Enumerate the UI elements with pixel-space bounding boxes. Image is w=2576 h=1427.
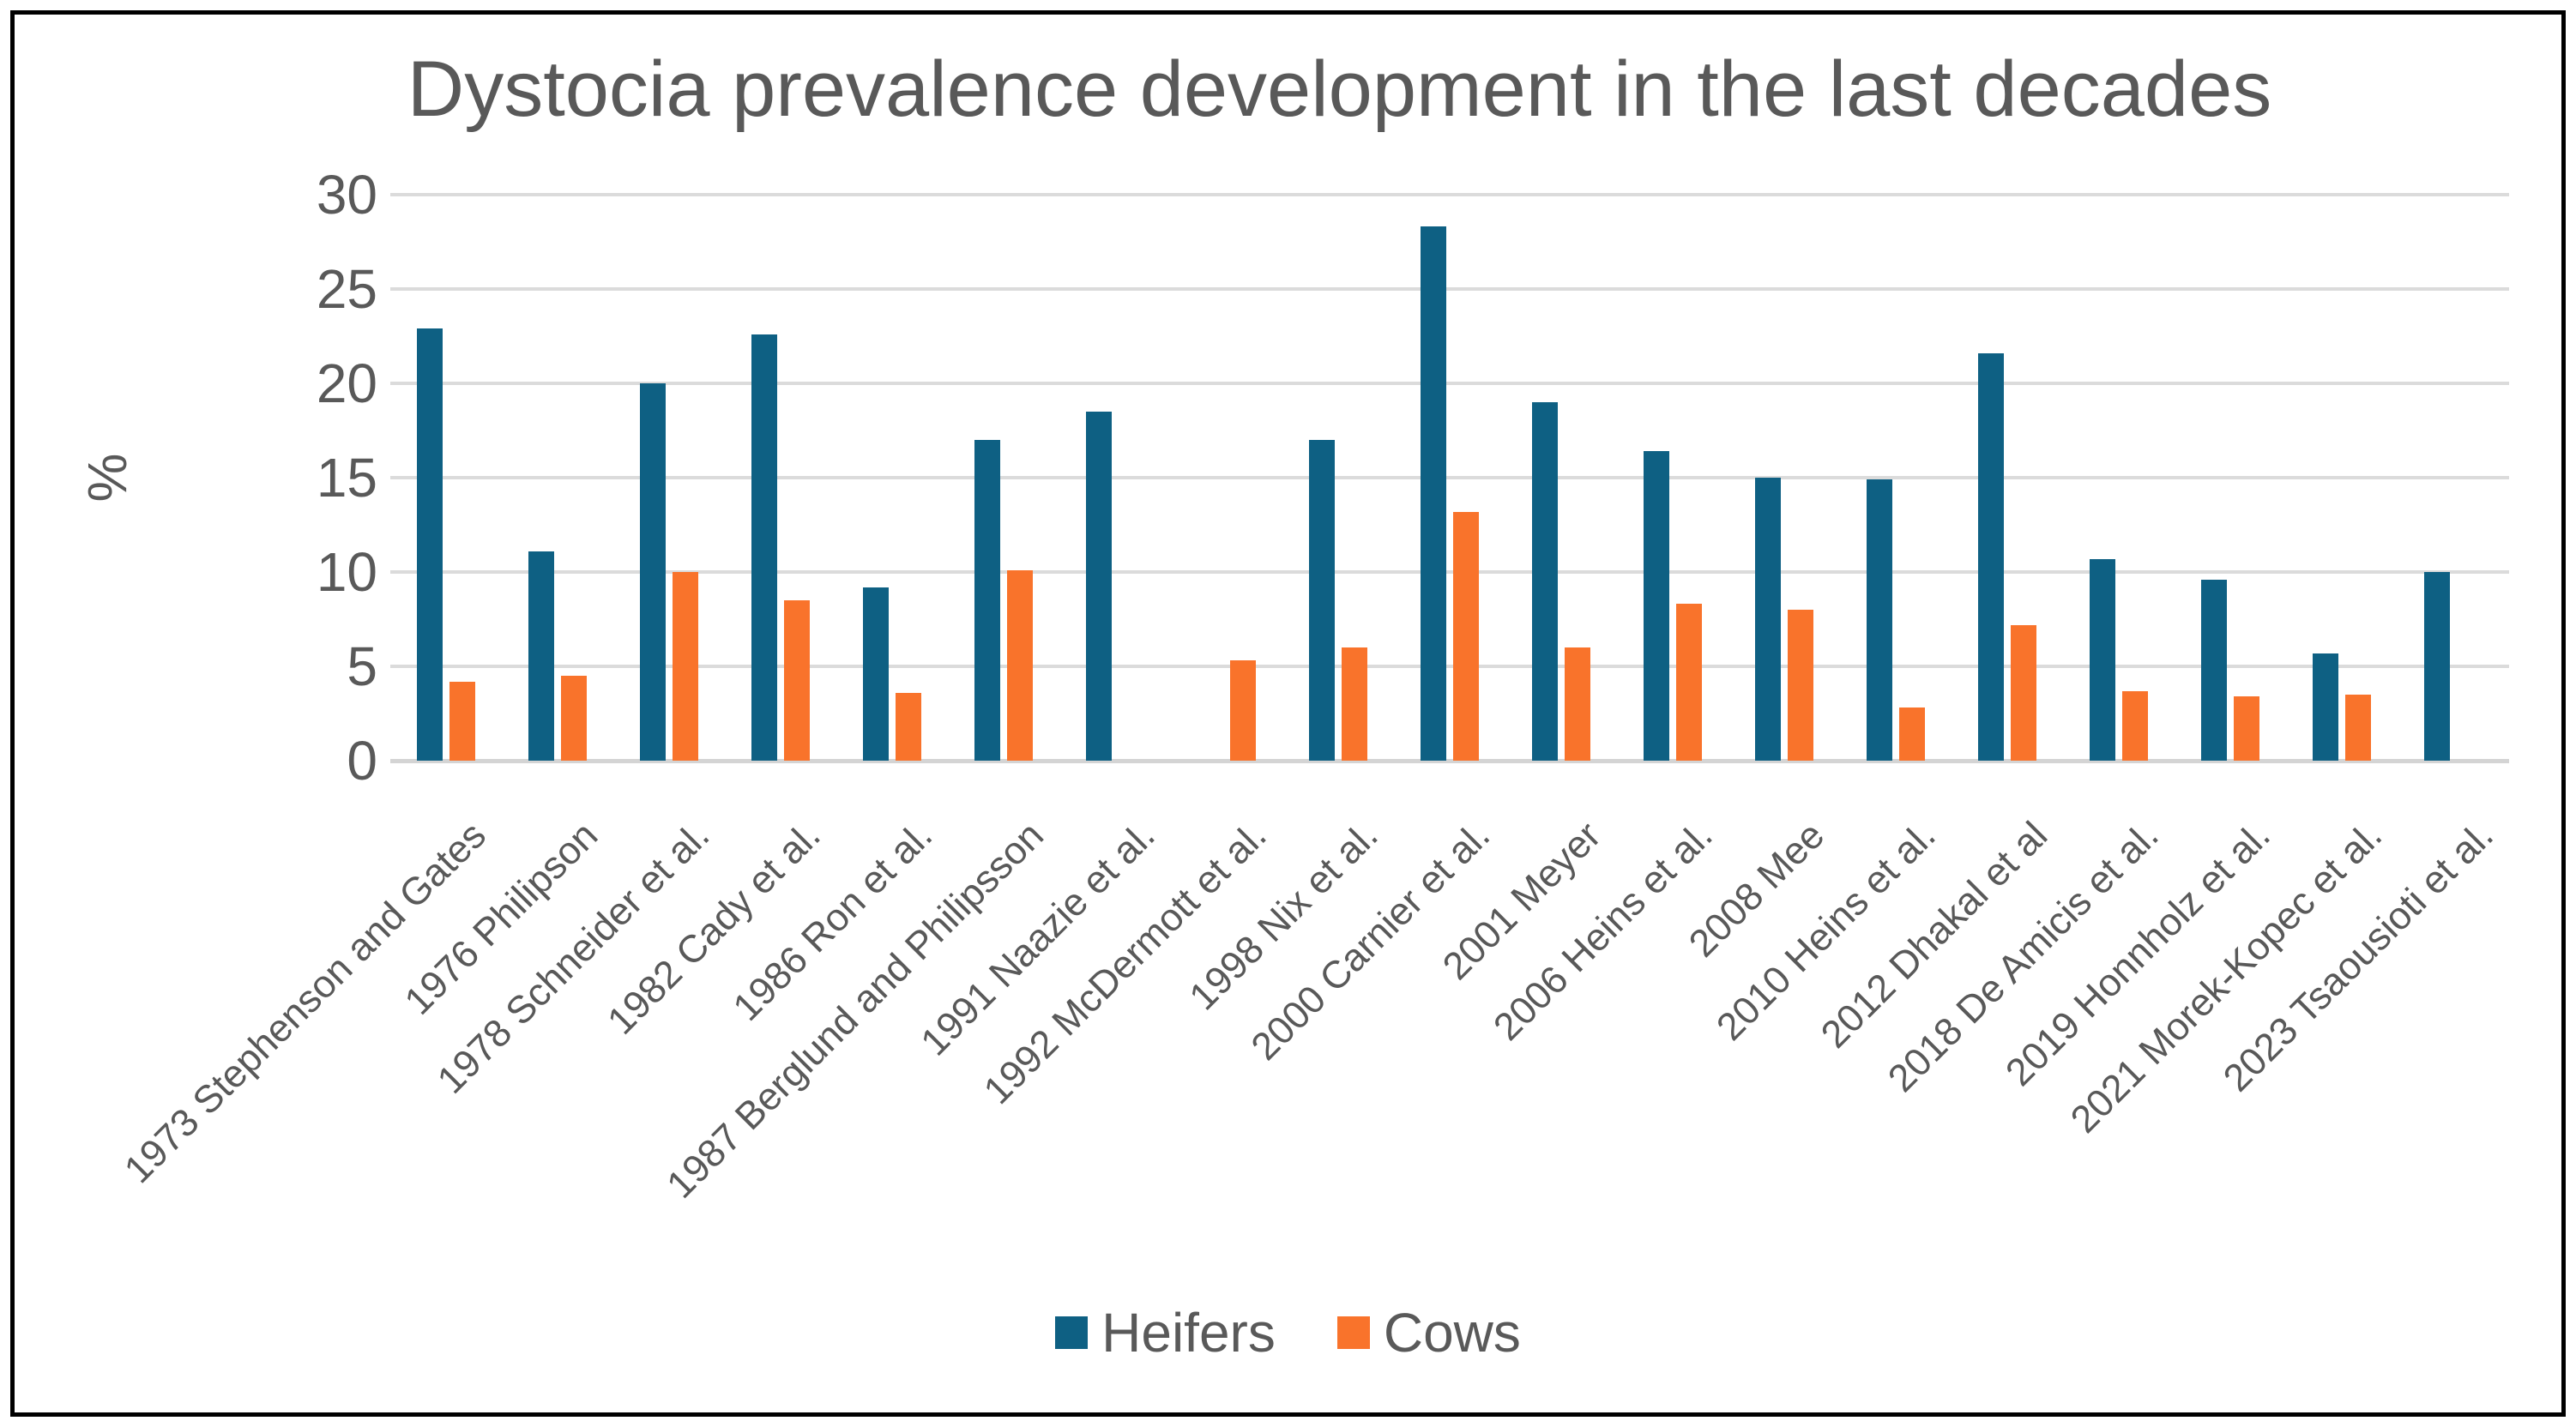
legend: Heifers Cows	[0, 1302, 2576, 1364]
bar-heifers-11	[1644, 451, 1669, 761]
bar-cows-3	[784, 600, 810, 761]
bar-cows-7	[1230, 660, 1256, 761]
y-gridline-30	[390, 193, 2509, 196]
heifers-swatch-icon	[1055, 1316, 1089, 1349]
bar-cows-9	[1453, 511, 1479, 761]
bar-cows-14	[2011, 624, 2036, 761]
bar-cows-2	[673, 572, 698, 761]
legend-item-cows: Cows	[1336, 1302, 1521, 1364]
bar-cows-10	[1565, 647, 1590, 761]
bar-cows-13	[1899, 707, 1925, 761]
bar-heifers-5	[974, 440, 1000, 761]
y-tick-label-15: 15	[316, 447, 377, 509]
bar-heifers-9	[1421, 226, 1446, 761]
y-axis-title: %	[76, 453, 138, 503]
chart-border	[10, 10, 2566, 1417]
bar-heifers-15	[2090, 558, 2115, 761]
y-tick-label-25: 25	[316, 258, 377, 320]
bar-heifers-16	[2201, 579, 2227, 761]
bar-cows-0	[449, 681, 475, 761]
bar-heifers-8	[1309, 440, 1335, 761]
bar-cows-8	[1342, 647, 1367, 761]
x-label-4: 1986 Ron et al.	[724, 813, 941, 1029]
legend-item-heifers: Heifers	[1055, 1302, 1276, 1364]
y-gridline-25	[390, 287, 2509, 291]
bar-heifers-1	[528, 551, 554, 761]
bar-cows-5	[1007, 569, 1033, 761]
bar-cows-11	[1676, 604, 1702, 761]
bar-cows-1	[561, 676, 587, 761]
bar-heifers-12	[1755, 478, 1781, 761]
bar-heifers-3	[751, 334, 777, 761]
bar-heifers-14	[1978, 352, 2004, 761]
bar-heifers-18	[2424, 572, 2450, 761]
chart-title: Dystocia prevalence development in the l…	[407, 45, 2272, 133]
y-tick-label-20: 20	[316, 352, 377, 414]
y-gridline-20	[390, 382, 2509, 385]
bar-heifers-10	[1532, 402, 1558, 761]
bar-heifers-17	[2313, 653, 2338, 761]
y-tick-label-30: 30	[316, 164, 377, 226]
y-gridline-15	[390, 476, 2509, 479]
bar-cows-4	[896, 692, 921, 761]
bar-cows-16	[2234, 696, 2259, 761]
legend-label-heifers: Heifers	[1101, 1302, 1276, 1364]
y-gridline-0	[390, 759, 2509, 763]
y-tick-label-10: 10	[316, 541, 377, 603]
bar-cows-17	[2345, 695, 2371, 761]
y-gridline-5	[390, 665, 2509, 668]
y-gridline-10	[390, 570, 2509, 574]
bar-heifers-0	[417, 328, 443, 761]
cows-swatch-icon	[1336, 1316, 1370, 1349]
bar-cows-12	[1788, 610, 1813, 761]
bar-cows-15	[2122, 690, 2148, 761]
y-tick-label-5: 5	[347, 635, 377, 697]
bar-heifers-4	[863, 587, 889, 761]
y-tick-label-0: 0	[347, 730, 377, 792]
bar-heifers-6	[1086, 412, 1112, 761]
x-label-1: 1976 Philipson	[395, 813, 606, 1023]
bar-heifers-2	[640, 383, 666, 761]
legend-label-cows: Cows	[1383, 1302, 1521, 1364]
bar-heifers-13	[1867, 479, 1892, 761]
